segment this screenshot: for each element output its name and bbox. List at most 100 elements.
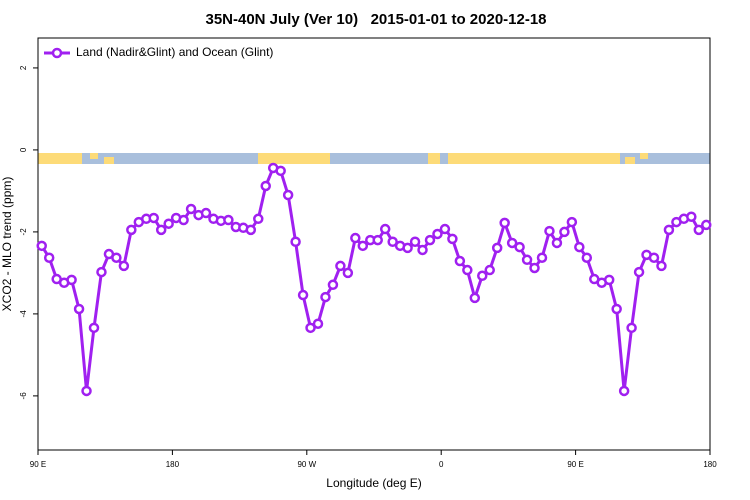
data-point <box>701 219 712 231</box>
x-tick-label: 180 <box>703 460 717 469</box>
land-band <box>90 153 98 159</box>
surface-band <box>38 153 710 164</box>
data-point <box>521 254 533 266</box>
y-tick-label: -6 <box>19 392 28 400</box>
legend: Land (Nadir&Glint) and Ocean (Glint) <box>44 45 273 59</box>
data-point <box>574 241 585 253</box>
data-point <box>245 224 257 236</box>
data-point <box>185 203 197 215</box>
data-point <box>686 211 697 222</box>
data-point <box>73 303 85 315</box>
data-point <box>379 223 391 235</box>
x-axis-label: Longitude (deg E) <box>326 476 421 490</box>
data-point <box>290 236 301 247</box>
data-point <box>477 270 488 282</box>
data-point <box>603 274 615 286</box>
data-point <box>126 224 137 236</box>
data-point <box>282 189 294 201</box>
data-point <box>663 224 675 236</box>
data-point <box>260 180 271 192</box>
data-point <box>350 232 361 244</box>
x-tick-label: 0 <box>439 460 444 469</box>
data-point <box>96 266 107 278</box>
y-tick-label: -2 <box>19 228 28 236</box>
x-tick-label: 90 W <box>297 460 316 469</box>
y-tick-label: -4 <box>19 310 28 318</box>
legend-label: Land (Nadir&Glint) and Ocean (Glint) <box>76 45 273 59</box>
data-point <box>529 262 540 274</box>
data-point <box>36 240 47 252</box>
data-point <box>305 322 316 334</box>
data-point <box>693 224 705 236</box>
data-point <box>178 214 189 226</box>
y-tick-label: 0 <box>19 147 28 152</box>
x-tick-label: 180 <box>166 460 180 469</box>
data-point <box>618 385 630 397</box>
data-point <box>424 234 436 246</box>
data-point <box>253 213 264 225</box>
data-point <box>417 244 428 256</box>
data-point <box>297 289 309 301</box>
x-tick-label: 90 E <box>567 460 583 469</box>
data-point <box>491 242 503 254</box>
data-point <box>163 218 174 229</box>
land-band <box>625 157 635 164</box>
data-point <box>320 291 331 303</box>
data-point <box>148 212 159 224</box>
data-point <box>372 234 383 246</box>
data-point <box>484 264 495 276</box>
data-point <box>633 266 645 278</box>
data-point <box>499 217 510 229</box>
data-point <box>462 264 473 276</box>
data-point <box>66 274 77 286</box>
data-point <box>387 236 398 247</box>
data-point <box>357 240 369 252</box>
land-band <box>448 153 620 164</box>
data-point <box>118 260 130 272</box>
data-point <box>454 255 466 267</box>
data-point <box>432 228 443 240</box>
data-point <box>327 279 339 291</box>
legend-marker <box>51 47 63 59</box>
data-point <box>155 224 167 236</box>
data-point <box>312 318 324 329</box>
data-point <box>342 267 354 279</box>
data-point <box>111 252 122 263</box>
data-point <box>656 260 667 272</box>
data-point <box>43 252 55 263</box>
data-point <box>551 237 563 249</box>
data-point <box>559 226 570 238</box>
y-axis-label: XCO2 - MLO trend (ppm) <box>0 177 14 312</box>
data-point <box>648 252 660 263</box>
data-point <box>581 252 593 263</box>
x-tick-label: 90 E <box>30 460 46 469</box>
data-point <box>469 292 481 304</box>
data-point <box>275 165 286 177</box>
data-point <box>626 322 637 334</box>
land-band <box>38 153 82 164</box>
land-band <box>428 153 440 164</box>
data-point <box>409 236 421 247</box>
data-point <box>335 260 346 272</box>
data-point <box>544 225 555 237</box>
data-point <box>402 242 413 254</box>
data-point <box>200 207 212 219</box>
land-band <box>258 153 330 164</box>
data-point <box>566 216 578 228</box>
data-point <box>447 233 458 245</box>
data-point <box>439 223 451 235</box>
data-point <box>81 385 92 397</box>
y-tick-label: 2 <box>19 65 28 70</box>
data-point <box>611 303 622 315</box>
data-point <box>223 214 234 226</box>
data-point <box>506 237 518 249</box>
data-point <box>536 252 548 263</box>
land-band <box>104 157 114 164</box>
land-band <box>640 153 648 159</box>
data-point <box>514 241 525 253</box>
chart-title: 35N-40N July (Ver 10) 2015-01-01 to 2020… <box>205 11 546 28</box>
data-point <box>88 322 100 334</box>
plot-frame <box>37 37 711 451</box>
ocean-band <box>38 153 710 164</box>
